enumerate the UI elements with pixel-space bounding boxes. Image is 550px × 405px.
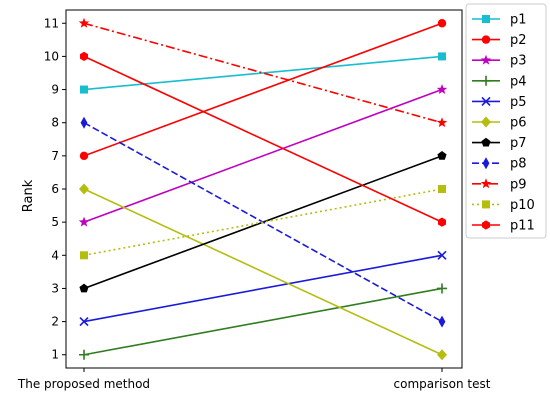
y-tick-label: 2 bbox=[51, 315, 59, 329]
legend-item-p7: p7 bbox=[472, 136, 527, 151]
legend-label-p5: p5 bbox=[510, 95, 527, 110]
data-point-p7 bbox=[79, 283, 89, 293]
series-p6 bbox=[79, 183, 447, 361]
data-point-p2 bbox=[437, 19, 447, 28]
legend-label-p7: p7 bbox=[510, 136, 527, 151]
legend-marker-p8 bbox=[482, 157, 490, 170]
y-tick-label: 11 bbox=[44, 16, 59, 30]
data-point-p10 bbox=[438, 185, 446, 193]
y-tick-label: 7 bbox=[51, 149, 59, 163]
series-p2 bbox=[79, 19, 447, 161]
y-tick-label: 8 bbox=[51, 116, 59, 130]
data-point-p3 bbox=[436, 84, 448, 95]
y-axis: 1 2 3 4 5 6 7 8 9 10 11 bbox=[44, 16, 66, 362]
legend-item-p5: p5 bbox=[472, 95, 527, 110]
legend-item-p8: p8 bbox=[472, 157, 527, 172]
data-point-p11 bbox=[80, 51, 88, 62]
legend-marker-p10 bbox=[482, 200, 490, 209]
series-p9 bbox=[78, 17, 448, 128]
series-line-p10 bbox=[83, 188, 443, 257]
legend-item-p9: p9 bbox=[472, 177, 527, 192]
data-point-p2 bbox=[79, 151, 89, 161]
legend-marker-p9 bbox=[480, 178, 492, 189]
y-tick-label: 4 bbox=[51, 248, 59, 262]
legend-marker-p3 bbox=[480, 54, 492, 65]
legend-item-p10: p10 bbox=[472, 198, 535, 213]
data-point-p8 bbox=[80, 116, 88, 129]
data-point-p11 bbox=[438, 217, 446, 227]
legend-marker-p5 bbox=[481, 96, 491, 106]
data-point-p6 bbox=[79, 183, 89, 195]
series-p5 bbox=[79, 250, 447, 327]
legend-item-p3: p3 bbox=[472, 54, 527, 69]
legend-item-p4: p4 bbox=[472, 74, 527, 89]
data-point-p8 bbox=[438, 315, 446, 328]
series-line-p9 bbox=[83, 22, 443, 124]
x-tick-label: comparison test bbox=[394, 377, 491, 391]
data-point-p5 bbox=[79, 317, 89, 327]
legend-item-p6: p6 bbox=[472, 116, 527, 131]
legend-label-p11: p11 bbox=[510, 219, 535, 234]
legend-item-p11: p11 bbox=[472, 219, 535, 234]
legend-label-p9: p9 bbox=[510, 177, 527, 192]
data-point-p9 bbox=[436, 117, 448, 128]
x-tick-label: The proposed method bbox=[17, 377, 150, 391]
series-p10 bbox=[80, 185, 446, 260]
data-point-p10 bbox=[80, 251, 88, 260]
series-line-p4 bbox=[83, 287, 443, 356]
data-point-p3 bbox=[78, 216, 90, 227]
series-line-p6 bbox=[83, 188, 443, 356]
x-axis: The proposed method comparison test bbox=[17, 368, 491, 391]
series-layer bbox=[78, 17, 448, 361]
legend-item-p1: p1 bbox=[472, 13, 527, 28]
legend-marker-p11 bbox=[482, 220, 490, 230]
legend-marker-p6 bbox=[481, 116, 491, 128]
legend-marker-p2 bbox=[481, 35, 491, 44]
data-point-p4 bbox=[437, 283, 447, 294]
data-point-p4 bbox=[79, 349, 89, 360]
data-point-p1 bbox=[438, 52, 446, 61]
series-p8 bbox=[80, 116, 446, 328]
series-p3 bbox=[78, 84, 448, 227]
series-line-p2 bbox=[83, 22, 443, 157]
series-line-p5 bbox=[83, 254, 443, 323]
data-point-p6 bbox=[437, 349, 447, 361]
legend-label-p1: p1 bbox=[510, 13, 527, 28]
data-point-p1 bbox=[80, 85, 88, 94]
data-point-p9 bbox=[78, 17, 90, 28]
series-line-p8 bbox=[83, 122, 443, 323]
legend: p1 p2 p3 p4 p5 p6 p7 p8 p9 p10 p11 bbox=[465, 3, 547, 239]
series-line-p11 bbox=[83, 55, 443, 223]
y-tick-label: 9 bbox=[51, 83, 59, 97]
legend-label-p4: p4 bbox=[510, 74, 527, 89]
y-tick-label: 6 bbox=[51, 182, 59, 196]
legend-marker-p4 bbox=[481, 75, 491, 86]
data-point-p7 bbox=[437, 151, 447, 160]
legend-label-p3: p3 bbox=[510, 54, 527, 69]
legend-marker-p7 bbox=[481, 137, 491, 147]
legend-label-p8: p8 bbox=[510, 157, 527, 172]
y-tick-label: 5 bbox=[51, 215, 59, 229]
series-line-p3 bbox=[83, 88, 443, 223]
y-tick-label: 10 bbox=[44, 49, 59, 63]
data-point-p5 bbox=[437, 250, 447, 260]
legend-marker-p1 bbox=[482, 15, 490, 23]
y-tick-label: 3 bbox=[51, 281, 59, 295]
series-p4 bbox=[79, 283, 447, 360]
plot-area bbox=[65, 9, 463, 369]
legend-label-p10: p10 bbox=[510, 198, 535, 213]
y-tick-label: 1 bbox=[51, 348, 59, 362]
legend-label-p2: p2 bbox=[510, 33, 527, 48]
legend-label-p6: p6 bbox=[510, 116, 527, 131]
legend-item-p2: p2 bbox=[472, 33, 527, 48]
y-axis-label: Rank bbox=[21, 179, 36, 212]
series-p11 bbox=[80, 51, 446, 227]
